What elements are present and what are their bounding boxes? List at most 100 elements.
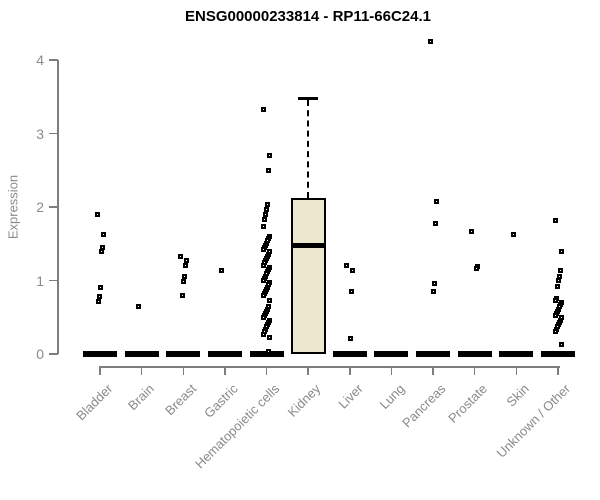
- x-category-label: Liver: [334, 381, 366, 412]
- collapsed-boxplot-bar: [83, 351, 117, 357]
- data-point: [430, 289, 436, 295]
- y-tick-label: 4: [36, 52, 44, 68]
- x-category-label: Pancreas: [399, 381, 449, 431]
- collapsed-boxplot-bar: [332, 351, 367, 357]
- x-axis-tick: [557, 366, 559, 375]
- data-point: [433, 198, 439, 204]
- upper-whisker-cap: [298, 97, 319, 101]
- data-point: [264, 206, 270, 212]
- data-point: [177, 253, 183, 259]
- collapsed-boxplot-bar: [374, 351, 409, 357]
- data-point: [552, 313, 558, 319]
- x-category-label: Brain: [125, 381, 158, 414]
- chart-title: ENSG00000233814 - RP11-66C24.1: [184, 8, 431, 25]
- y-axis-tick: [49, 353, 58, 355]
- y-axis-tick: [49, 132, 58, 135]
- collapsed-boxplot-bar: [124, 351, 159, 357]
- data-point: [427, 39, 433, 45]
- data-point: [266, 349, 272, 355]
- x-axis-tick: [432, 366, 434, 375]
- data-point: [181, 273, 187, 279]
- data-point: [98, 248, 104, 254]
- collapsed-boxplot-bar: [166, 351, 201, 357]
- x-category-label: Prostate: [445, 381, 491, 426]
- data-point: [510, 231, 516, 237]
- data-point: [261, 224, 267, 230]
- data-point: [344, 263, 350, 269]
- x-category-label: Skin: [503, 381, 532, 410]
- x-axis-tick: [307, 366, 309, 375]
- data-point: [558, 341, 564, 347]
- data-point: [182, 263, 188, 269]
- y-tick-label: 0: [36, 346, 44, 362]
- data-point: [474, 265, 480, 271]
- x-axis-tick: [473, 366, 476, 375]
- data-point: [261, 293, 267, 299]
- data-point: [179, 292, 185, 298]
- data-point: [554, 283, 560, 289]
- x-axis-line: [100, 366, 560, 368]
- data-point: [96, 294, 102, 300]
- boxplot-median-line: [290, 243, 326, 249]
- y-axis-tick: [49, 279, 58, 282]
- boxplot-box: [290, 198, 326, 354]
- collapsed-boxplot-bar: [457, 351, 492, 357]
- y-tick-label: 2: [36, 199, 44, 215]
- data-point: [183, 258, 189, 264]
- data-point: [558, 248, 564, 254]
- x-axis-tick: [515, 366, 518, 375]
- y-tick-label: 3: [36, 125, 44, 142]
- data-point: [261, 315, 267, 321]
- x-axis-tick: [182, 366, 185, 375]
- y-axis-tick: [49, 59, 58, 61]
- y-axis-title: Expression: [5, 174, 21, 240]
- data-point: [349, 289, 355, 295]
- data-point: [552, 328, 558, 334]
- data-point: [348, 336, 354, 342]
- data-point: [261, 247, 267, 253]
- data-point: [263, 211, 269, 217]
- data-point: [557, 267, 563, 273]
- data-point: [94, 211, 100, 217]
- y-axis-line: [57, 60, 59, 354]
- y-axis-tick: [49, 206, 58, 208]
- x-category-label: Breast: [161, 381, 199, 419]
- data-point: [261, 278, 267, 283]
- data-point: [180, 279, 186, 285]
- data-point: [261, 106, 267, 112]
- data-point: [265, 201, 271, 207]
- x-category-label: Bladder: [73, 381, 116, 424]
- data-point: [266, 167, 272, 173]
- upper-whisker: [307, 99, 310, 199]
- data-point: [431, 280, 437, 286]
- x-category-label: Gastric: [200, 381, 241, 421]
- collapsed-boxplot-bar: [499, 351, 534, 357]
- data-point: [432, 220, 438, 226]
- data-point: [100, 231, 106, 237]
- x-axis-tick: [99, 366, 101, 375]
- data-point: [552, 218, 558, 224]
- data-point: [136, 304, 142, 310]
- data-point: [219, 267, 225, 273]
- data-point: [261, 331, 267, 337]
- data-point: [555, 278, 561, 283]
- x-axis-tick: [140, 366, 143, 375]
- x-category-label: Lung: [376, 381, 408, 413]
- data-point: [267, 153, 273, 159]
- collapsed-boxplot-bar: [416, 351, 451, 357]
- collapsed-boxplot-bar: [541, 351, 575, 357]
- x-axis-tick: [265, 366, 268, 375]
- data-point: [261, 262, 267, 268]
- data-point: [469, 228, 475, 234]
- data-point: [552, 297, 558, 303]
- y-tick-label: 1: [36, 272, 44, 289]
- data-point: [350, 268, 356, 274]
- x-category-label: Kidney: [285, 381, 324, 420]
- x-category-label: Unknown / Other: [494, 381, 574, 461]
- x-axis-tick: [349, 366, 351, 375]
- data-point: [267, 335, 273, 341]
- x-axis-tick: [390, 366, 393, 375]
- data-point: [262, 216, 268, 222]
- data-point: [95, 298, 101, 304]
